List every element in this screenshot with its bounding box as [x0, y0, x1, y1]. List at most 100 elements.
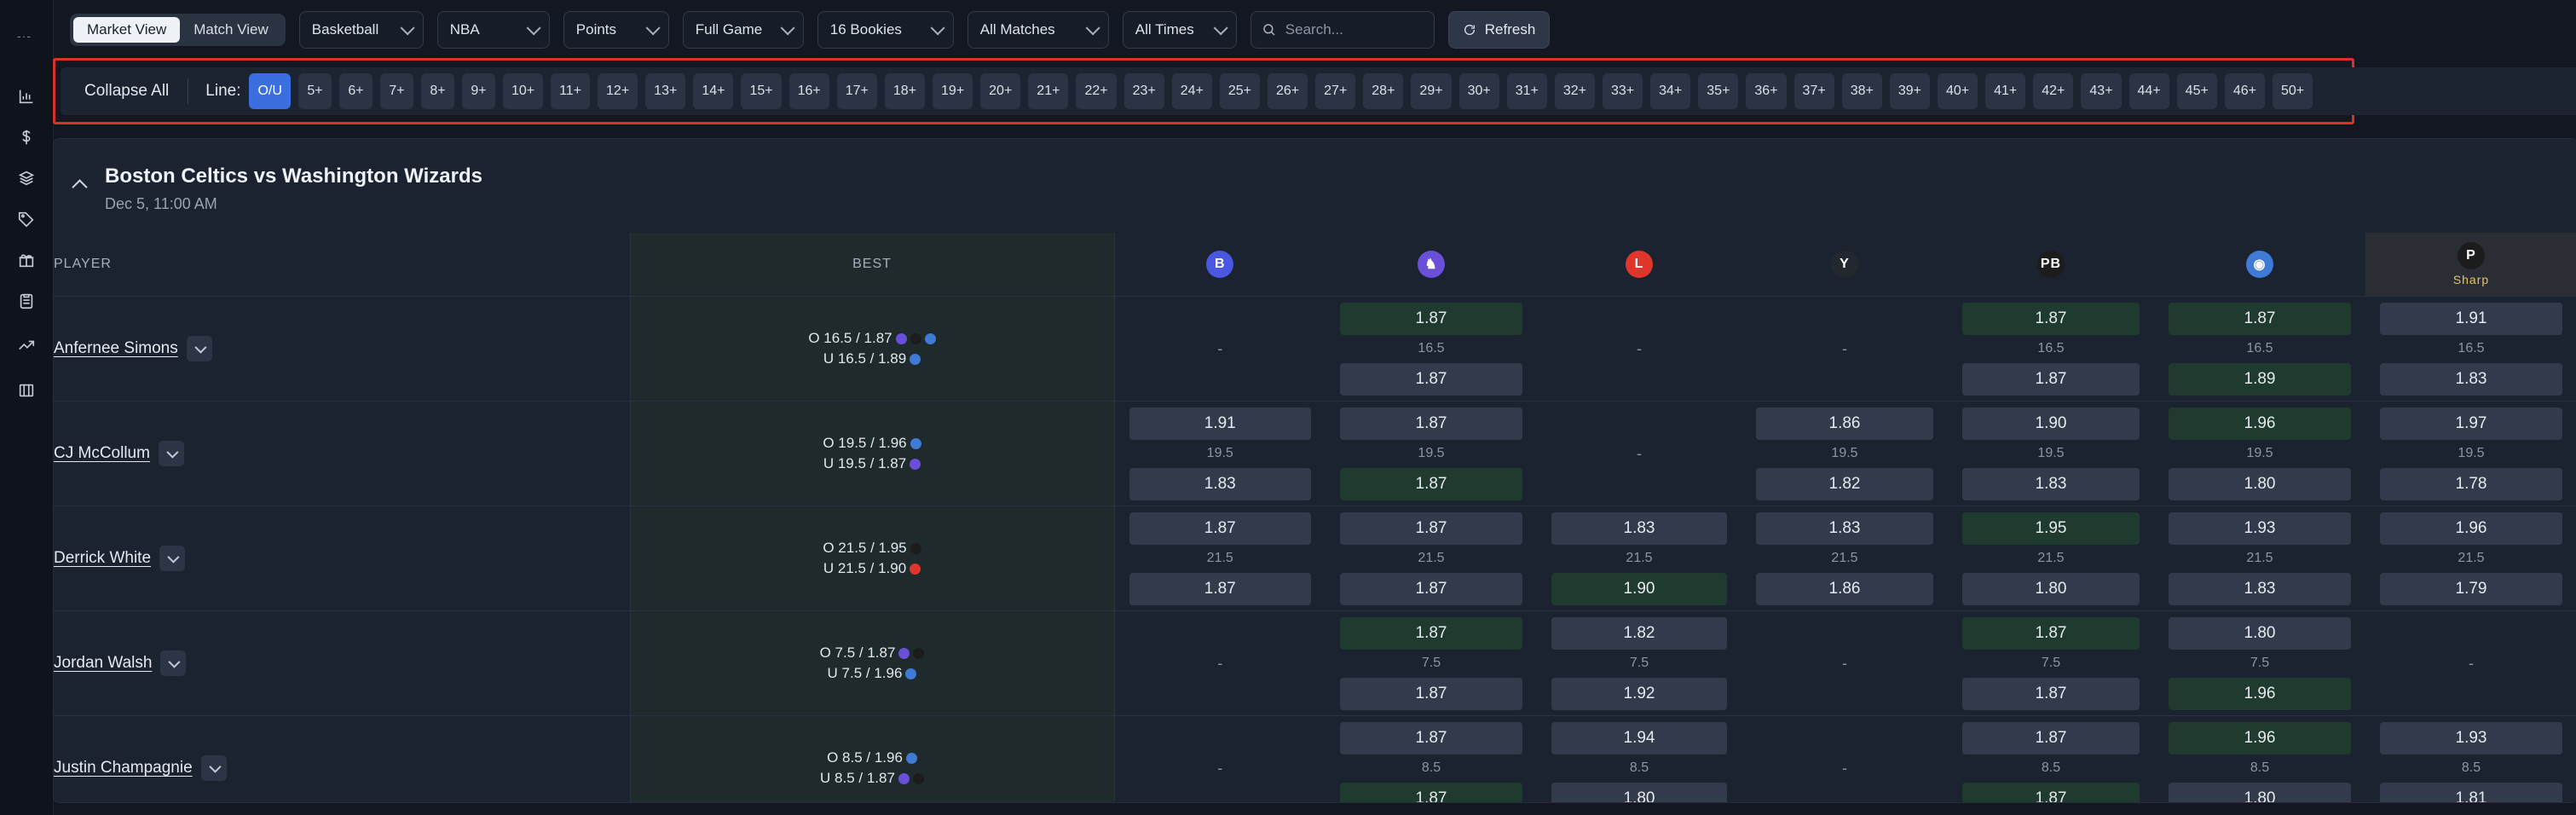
bookmaker-header[interactable]: PB: [1948, 233, 2154, 297]
under-odds-button[interactable]: 1.87: [1340, 677, 1522, 710]
over-odds-button[interactable]: 1.96: [2169, 407, 2351, 440]
chart-icon[interactable]: [16, 86, 37, 107]
line-chip[interactable]: 37+: [1793, 73, 1834, 109]
line-chip[interactable]: 7+: [379, 73, 413, 109]
under-odds-button[interactable]: 1.87: [1340, 362, 1522, 396]
bookmaker-header[interactable]: P Sharp: [2365, 233, 2576, 297]
over-odds-button[interactable]: 1.87: [1961, 721, 2140, 754]
search-input[interactable]: [1283, 20, 1424, 39]
over-odds-button[interactable]: 1.95: [1961, 512, 2140, 545]
under-odds-button[interactable]: 1.83: [1129, 467, 1311, 500]
line-chip[interactable]: 19+: [933, 73, 973, 109]
tag-icon[interactable]: [16, 209, 37, 229]
expand-player-button[interactable]: [200, 755, 227, 781]
line-chip[interactable]: 43+: [2081, 73, 2122, 109]
under-odds-button[interactable]: 1.80: [1961, 572, 2140, 605]
line-chip[interactable]: 35+: [1698, 73, 1739, 109]
chevron-up-icon[interactable]: [72, 179, 88, 195]
under-odds-button[interactable]: 1.86: [1755, 572, 1934, 605]
line-chip[interactable]: 18+: [884, 73, 926, 109]
under-odds-button[interactable]: 1.78: [2380, 467, 2562, 500]
line-chip[interactable]: 30+: [1458, 73, 1499, 109]
under-odds-button[interactable]: 1.87: [1961, 782, 2140, 802]
over-odds-button[interactable]: 1.83: [1551, 512, 1728, 545]
line-chip[interactable]: 22+: [1076, 73, 1117, 109]
line-chip[interactable]: 16+: [788, 73, 829, 109]
market-dropdown[interactable]: Points: [563, 11, 669, 49]
line-chip[interactable]: 8+: [420, 73, 454, 109]
under-odds-button[interactable]: 1.81: [2380, 782, 2562, 802]
line-chip[interactable]: 21+: [1028, 73, 1069, 109]
over-odds-button[interactable]: 1.87: [1961, 302, 2140, 335]
player-name-link[interactable]: Justin Champagnie: [54, 759, 193, 777]
refresh-button[interactable]: Refresh: [1447, 11, 1551, 49]
over-odds-button[interactable]: 1.83: [1755, 512, 1934, 545]
under-odds-button[interactable]: 1.90: [1551, 572, 1728, 605]
player-name-link[interactable]: CJ McCollum: [54, 444, 150, 462]
over-odds-button[interactable]: 1.97: [2380, 407, 2562, 440]
line-chip[interactable]: 44+: [2128, 73, 2169, 109]
bookmaker-header[interactable]: B: [1114, 233, 1326, 297]
line-chip[interactable]: O/U: [249, 73, 291, 109]
gift-icon[interactable]: [16, 250, 37, 270]
under-odds-button[interactable]: 1.87: [1961, 677, 2140, 710]
expand-player-button[interactable]: [159, 546, 186, 571]
under-odds-button[interactable]: 1.82: [1755, 467, 1934, 500]
over-odds-button[interactable]: 1.80: [2169, 616, 2351, 650]
over-odds-button[interactable]: 1.87: [1340, 512, 1522, 545]
line-chip[interactable]: 36+: [1746, 73, 1787, 109]
over-odds-button[interactable]: 1.94: [1551, 721, 1728, 754]
under-odds-button[interactable]: 1.87: [1129, 572, 1311, 605]
over-odds-button[interactable]: 1.93: [2169, 512, 2351, 545]
line-chip[interactable]: 23+: [1123, 73, 1164, 109]
line-chip[interactable]: 28+: [1363, 73, 1404, 109]
over-odds-button[interactable]: 1.87: [1340, 302, 1522, 335]
layers-icon[interactable]: [16, 168, 37, 188]
under-odds-button[interactable]: 1.96: [2169, 677, 2351, 710]
expand-player-button[interactable]: [186, 336, 212, 361]
under-odds-button[interactable]: 1.79: [2380, 572, 2562, 605]
line-chip[interactable]: 40+: [1937, 73, 1978, 109]
under-odds-button[interactable]: 1.83: [1961, 467, 2140, 500]
over-odds-button[interactable]: 1.91: [2380, 302, 2562, 335]
line-chip[interactable]: 29+: [1411, 73, 1452, 109]
line-chip[interactable]: 32+: [1554, 73, 1595, 109]
over-odds-button[interactable]: 1.96: [2169, 721, 2351, 754]
line-chip[interactable]: 12+: [598, 73, 638, 109]
over-odds-button[interactable]: 1.96: [2380, 512, 2562, 545]
league-dropdown[interactable]: NBA: [436, 11, 550, 49]
line-chip[interactable]: 25+: [1219, 73, 1260, 109]
line-chip[interactable]: 20+: [980, 73, 1021, 109]
over-odds-button[interactable]: 1.87: [1340, 407, 1522, 440]
matches-dropdown[interactable]: All Matches: [967, 11, 1109, 49]
over-odds-button[interactable]: 1.86: [1755, 407, 1934, 440]
under-odds-button[interactable]: 1.87: [1340, 782, 1522, 802]
line-chip[interactable]: 41+: [1985, 73, 2026, 109]
line-chip[interactable]: 10+: [502, 73, 544, 109]
player-name-link[interactable]: Anfernee Simons: [54, 339, 178, 357]
under-odds-button[interactable]: 1.80: [2169, 782, 2351, 802]
line-chip[interactable]: 50+: [2272, 73, 2313, 109]
collapse-all-button[interactable]: Collapse All: [61, 78, 189, 104]
line-chip[interactable]: 9+: [461, 73, 495, 109]
times-dropdown[interactable]: All Times: [1122, 11, 1237, 49]
over-odds-button[interactable]: 1.90: [1961, 407, 2140, 440]
bookmaker-header[interactable]: Y: [1741, 233, 1948, 297]
dollar-icon[interactable]: [16, 127, 37, 147]
market-view-tab[interactable]: Market View: [73, 17, 181, 43]
over-odds-button[interactable]: 1.91: [1129, 407, 1311, 440]
line-chip[interactable]: 24+: [1171, 73, 1212, 109]
line-chip[interactable]: 46+: [2224, 73, 2265, 109]
line-chip[interactable]: 45+: [2176, 73, 2217, 109]
expand-player-button[interactable]: [158, 441, 184, 466]
line-chip[interactable]: 13+: [645, 73, 686, 109]
line-chip[interactable]: 5+: [297, 73, 332, 109]
bookies-dropdown[interactable]: 16 Bookies: [817, 11, 954, 49]
line-chip[interactable]: 33+: [1602, 73, 1643, 109]
line-chip[interactable]: 31+: [1506, 73, 1547, 109]
expand-player-button[interactable]: [160, 650, 187, 676]
line-chip[interactable]: 27+: [1315, 73, 1356, 109]
bookmaker-header[interactable]: L: [1537, 233, 1741, 297]
player-name-link[interactable]: Jordan Walsh: [54, 654, 153, 672]
menu-dots-icon[interactable]: -·-: [17, 29, 32, 43]
